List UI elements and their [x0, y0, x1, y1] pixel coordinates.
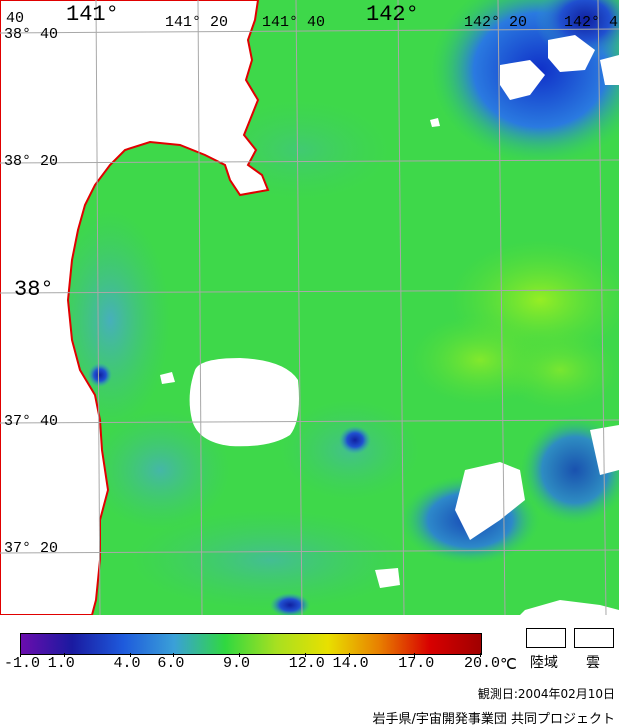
land-swatch-label: 陸域 [530, 655, 558, 671]
colorbar-tick-mark [348, 653, 350, 657]
colorbar-tick-mark [414, 653, 416, 657]
colorbar-tick-label: 12.0 [288, 655, 325, 672]
colorbar-tick-mark [480, 653, 481, 657]
lon-label-142: 142° [366, 2, 419, 27]
colorbar-tick-mark [63, 653, 65, 657]
corner-label: 40 [6, 10, 25, 27]
lat-label-38-40: 38° 40 [4, 26, 59, 43]
legend: -1.0 1.0 4.0 6.0 9.0 12.0 14.0 17.0 20.0 ℃ 陸域 雲 … [0, 615, 619, 727]
lon-label-141-40: 141° 40 [262, 14, 326, 31]
land-swatch [526, 628, 566, 648]
colorbar-tick-mark [129, 653, 131, 657]
lon-label-142-20: 142° 20 [464, 14, 528, 31]
lat-label-37-20: 37° 20 [4, 540, 59, 557]
colorbar-tick-mark [304, 653, 306, 657]
temperature-colorbar [20, 633, 482, 655]
clouds [160, 35, 619, 615]
colorbar-unit: ℃ [500, 657, 517, 674]
graticule [0, 0, 619, 615]
lat-label-38-20: 38° 20 [4, 153, 59, 170]
colorbar-tick-mark [239, 653, 241, 657]
cloud-swatch-label: 雲 [586, 655, 600, 671]
lon-label-141: 141° [66, 2, 119, 27]
colorbar-tick-mark [20, 653, 21, 657]
lon-label-142-40: 142° 4 [564, 14, 619, 31]
colorbar-tick-label: 14.0 [332, 655, 369, 672]
cloud-swatch [574, 628, 614, 648]
colorbar-tick-label: 1.0 [47, 655, 75, 672]
colorbar-tick-label: 6.0 [157, 655, 185, 672]
credit-line: 岩手県/宇宙開発事業団 共同プロジェクト [372, 712, 615, 727]
colorbar-tick-label: 17.0 [398, 655, 435, 672]
colorbar-tick-mark [173, 653, 175, 657]
lat-label-37-40: 37° 40 [4, 413, 59, 430]
sea-surface-temperature-map [0, 0, 619, 615]
lat-label-38: 38° [14, 277, 54, 302]
land-area [0, 0, 270, 615]
colorbar-tick-label: -1.0 [4, 655, 41, 672]
colorbar-tick-label: 20.0 [464, 655, 501, 672]
colorbar-tick-label: 9.0 [223, 655, 251, 672]
colorbar-tick-label: 4.0 [113, 655, 141, 672]
lon-label-141-20: 141° 20 [165, 14, 229, 31]
observation-date: 観測日:2004年02月10日 [477, 687, 615, 701]
